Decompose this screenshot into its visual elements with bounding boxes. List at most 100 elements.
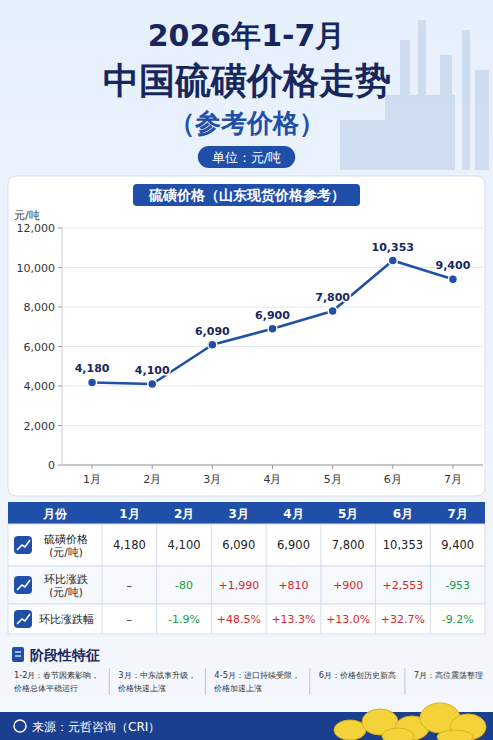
table-col-line	[156, 524, 157, 566]
sulfur-lump	[334, 720, 366, 740]
row-label: 环比涨跌	[44, 573, 88, 585]
row-label: 环比涨跌幅	[39, 613, 94, 625]
icon-bg	[14, 536, 32, 554]
y-tick-label: 2,000	[24, 420, 56, 433]
y-tick-label: 6,000	[24, 341, 56, 354]
table-col-line	[320, 566, 321, 604]
table-cell: -1.9%	[168, 613, 200, 626]
phase-item: 3月：中东战事升级，价格快速上涨	[117, 670, 195, 693]
point	[448, 275, 457, 284]
grid-line	[62, 386, 483, 387]
table-col-line	[266, 566, 267, 604]
table-cell: 6,090	[222, 538, 255, 552]
table-col-line	[102, 524, 103, 566]
row-label: 硫磺价格	[44, 533, 88, 545]
table-col-line	[211, 604, 212, 634]
point	[88, 378, 97, 387]
y-tick	[58, 307, 62, 308]
x-tick-label: 3月	[203, 473, 221, 486]
table-col-line	[375, 566, 376, 604]
phase-icon-line	[15, 651, 21, 652]
table-col-line	[320, 524, 321, 566]
phase-item: 4-5月：进口持续受限，价格加速上涨	[213, 670, 300, 693]
icon-line	[17, 614, 30, 624]
table-cell: +13.3%	[271, 613, 315, 626]
phase-text: 7月：高位震荡整理	[414, 670, 483, 680]
phase-item: 1-2月：春节因素影响，价格总体平稳运行	[13, 670, 100, 693]
x-tick-label: 1月	[83, 473, 101, 486]
grid-line	[62, 425, 483, 426]
y-axis-title: 元/吨	[14, 209, 40, 222]
table-col-line	[266, 604, 267, 634]
x-tick-label: 4月	[264, 473, 282, 486]
table-col-line	[211, 524, 212, 566]
y-tick-label: 8,000	[24, 301, 56, 314]
phase-text: 3月：中东战事升级，	[118, 670, 195, 680]
y-tick	[58, 228, 62, 229]
plot-area	[88, 256, 458, 388]
plant-part	[462, 30, 470, 170]
point	[208, 340, 217, 349]
y-tick	[58, 346, 62, 347]
y-tick-label: 10,000	[17, 262, 56, 275]
data-label: 6,090	[195, 325, 230, 338]
table-cell: 10,353	[383, 538, 423, 552]
table-cell: +13.0%	[326, 613, 370, 626]
headline: 中国硫磺价格走势	[103, 60, 391, 101]
phase-icon	[12, 647, 24, 662]
phase-text: 价格加速上涨	[213, 683, 262, 693]
point	[268, 324, 277, 333]
footer-bg	[0, 712, 493, 740]
table-header: 5月	[338, 507, 358, 521]
table-cell: +2,553	[383, 579, 424, 592]
grid-line	[62, 307, 483, 308]
table-header: 月份	[42, 507, 68, 521]
phase-item: 7月：高位震荡整理	[414, 670, 483, 680]
row-label: (元/吨)	[49, 586, 83, 598]
phases-title: 阶段性特征	[30, 647, 100, 663]
table-col-line	[375, 604, 376, 634]
point	[148, 380, 157, 389]
data-label: 4,180	[75, 362, 110, 375]
title: 2026年1-7月	[148, 18, 346, 53]
row-label: (元/吨)	[49, 546, 83, 558]
phase-text: 1-2月：春节因素影响，	[14, 670, 100, 680]
unit-badge	[198, 146, 295, 168]
x-tick	[272, 465, 273, 469]
row-icon	[14, 536, 32, 554]
table-col-line	[320, 604, 321, 634]
x-tick	[392, 465, 393, 469]
table-header: 2月	[174, 507, 194, 521]
table-col-line	[211, 566, 212, 604]
chart-title: 硫磺价格（山东现货价格参考）	[148, 187, 345, 203]
row-icon	[14, 610, 32, 628]
y-tick-label: 0	[48, 459, 55, 472]
phase-text: 6月：价格创历史新高	[319, 670, 396, 680]
y-axis-line	[62, 228, 63, 465]
table-header: 4月	[283, 507, 303, 521]
table-row-bg	[8, 524, 485, 566]
table-header-bg	[8, 502, 485, 524]
table-col-line	[102, 566, 103, 604]
table-header: 1月	[119, 507, 139, 521]
icon-bg	[14, 610, 32, 628]
page: 2026年1-7月中国硫磺价格走势（参考价格）单位：元/吨硫磺价格（山东现货价格…	[0, 0, 493, 740]
data-label: 10,353	[372, 241, 414, 254]
plant-part	[475, 70, 489, 170]
x-tick	[452, 465, 453, 469]
chart-card	[8, 176, 485, 496]
point	[388, 256, 397, 265]
price-line	[92, 261, 453, 384]
x-tick	[332, 465, 333, 469]
x-tick	[212, 465, 213, 469]
x-tick-label: 6月	[384, 473, 402, 486]
x-tick-label: 2月	[143, 473, 161, 486]
x-tick-label: 5月	[324, 473, 342, 486]
table-cell: +810	[278, 579, 308, 592]
table-cell: 4,180	[113, 538, 146, 552]
table-cell: -953	[445, 579, 470, 592]
x-tick-label: 7月	[444, 473, 462, 486]
subtitle: （参考价格）	[169, 108, 325, 138]
point	[328, 306, 337, 315]
table-cell: +1,990	[218, 579, 259, 592]
